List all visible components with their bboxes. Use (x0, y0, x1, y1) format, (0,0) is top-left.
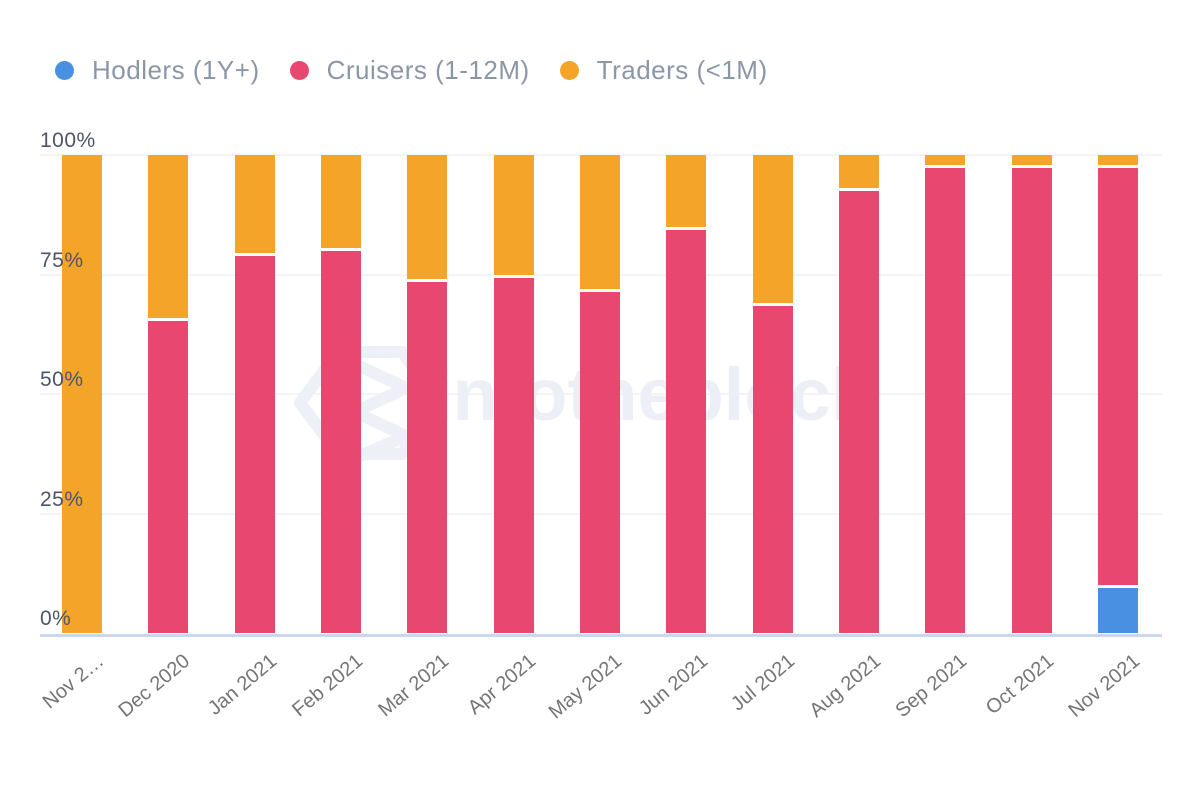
bar-segment-traders-1m-[interactable] (1011, 155, 1052, 165)
x-axis-line (40, 634, 1162, 637)
bar-segment-cruisers-1-12m-[interactable] (1097, 164, 1138, 586)
bar-segment-cruisers-1-12m-[interactable] (1011, 164, 1052, 633)
legend-label: Traders (<1M) (596, 55, 768, 85)
bar-segment-cruisers-1-12m-[interactable] (666, 226, 707, 633)
bar-nov-2-[interactable] (62, 155, 102, 633)
bar-segment-cruisers-1-12m-[interactable] (320, 248, 361, 633)
bar-segment-traders-1m-[interactable] (666, 155, 707, 227)
bar-segment-traders-1m-[interactable] (407, 155, 448, 280)
bar-segment-cruisers-1-12m-[interactable] (407, 279, 448, 633)
bar-segment-hodlers-1y-[interactable] (1097, 585, 1138, 633)
y-axis-tick-label: 100% (40, 129, 96, 152)
bar-segment-traders-1m-[interactable] (148, 155, 189, 318)
bar-segment-traders-1m-[interactable] (1097, 155, 1138, 165)
bar-segment-traders-1m-[interactable] (579, 155, 620, 289)
bar-segment-traders-1m-[interactable] (752, 155, 793, 304)
legend-label: Hodlers (1Y+) (92, 55, 260, 85)
bar-jun-2021[interactable] (666, 155, 707, 633)
bar-segment-cruisers-1-12m-[interactable] (925, 164, 966, 633)
legend-dot-icon (289, 61, 309, 80)
y-axis-tick-label: 50% (40, 368, 84, 391)
bar-mar-2021[interactable] (407, 155, 448, 633)
bar-apr-2021[interactable] (493, 155, 534, 633)
bar-segment-traders-1m-[interactable] (62, 155, 102, 633)
bar-segment-traders-1m-[interactable] (234, 155, 275, 253)
bar-aug-2021[interactable] (838, 155, 879, 633)
bar-segment-traders-1m-[interactable] (493, 155, 534, 275)
y-axis-tick-label: 25% (40, 487, 84, 511)
bar-segment-traders-1m-[interactable] (320, 155, 361, 249)
legend-dot-icon (55, 61, 74, 80)
bar-may-2021[interactable] (579, 155, 620, 633)
chart-legend: Hodlers (1Y+) Cruisers (1-12M) Traders (<1… (55, 55, 768, 86)
bar-segment-cruisers-1-12m-[interactable] (148, 317, 189, 633)
bar-nov-2021[interactable] (1097, 155, 1138, 633)
bar-segment-cruisers-1-12m-[interactable] (234, 252, 275, 633)
bar-segment-traders-1m-[interactable] (838, 155, 879, 189)
bar-oct-2021[interactable] (1011, 155, 1052, 633)
legend-item-hodlers-1y-[interactable]: Hodlers (1Y+) (55, 55, 260, 86)
legend-dot-icon (559, 61, 579, 80)
y-axis-tick-label: 0% (40, 607, 72, 630)
bar-feb-2021[interactable] (320, 155, 361, 633)
legend-item-cruisers-1-12m-[interactable]: Cruisers (1-12M) (289, 55, 530, 86)
bar-jan-2021[interactable] (234, 155, 275, 633)
bar-segment-cruisers-1-12m-[interactable] (493, 274, 534, 633)
bar-dec-2020[interactable] (148, 155, 189, 633)
bar-segment-cruisers-1-12m-[interactable] (838, 188, 879, 633)
legend-label: Cruisers (1-12M) (326, 55, 530, 85)
bar-segment-cruisers-1-12m-[interactable] (579, 288, 620, 633)
bar-segment-cruisers-1-12m-[interactable] (752, 303, 793, 633)
bar-jul-2021[interactable] (752, 155, 793, 633)
bar-segment-traders-1m-[interactable] (925, 155, 966, 165)
y-axis-tick-label: 75% (40, 248, 84, 272)
legend-item-traders-1m-[interactable]: Traders (<1M) (559, 55, 768, 86)
bar-sep-2021[interactable] (925, 155, 966, 633)
